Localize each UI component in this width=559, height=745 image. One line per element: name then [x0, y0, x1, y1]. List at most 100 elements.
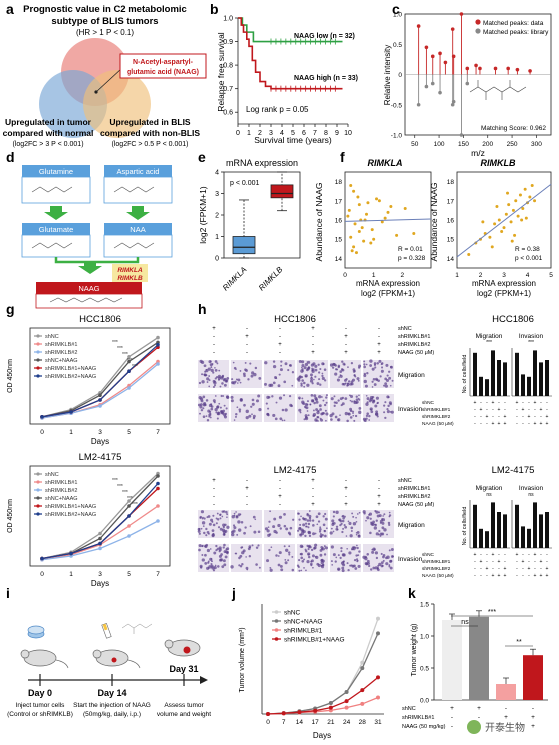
- h-cell-dot: [226, 550, 229, 554]
- c-peak-dot: [416, 24, 421, 28]
- h-bar-sign: -: [528, 421, 530, 427]
- b-xtick-label: 7: [313, 130, 317, 137]
- h-bar: [539, 514, 543, 548]
- g-ylabel-top: OD 450nm: [7, 359, 14, 393]
- h-bar-sig: ***: [486, 340, 492, 346]
- h-bar-sign: -: [546, 407, 548, 413]
- f-ytick-label: 14: [335, 256, 343, 263]
- h-cell-dot: [255, 563, 258, 566]
- b-legend-low: NAAG low (n = 32): [294, 33, 355, 40]
- h-cell-dot: [269, 510, 272, 513]
- h-cell-dot: [302, 530, 306, 534]
- h-bar-sign: -: [492, 414, 494, 420]
- h-cell-dot: [325, 527, 328, 530]
- h-cell-dot: [366, 553, 370, 556]
- k-row-sign: +: [531, 723, 535, 730]
- h-cell-dot: [340, 403, 343, 407]
- j-ylabel: Tumor volume (mm³): [239, 627, 246, 692]
- f-right-title: RIMKLB: [481, 158, 516, 168]
- j-xtick-label: 14: [296, 719, 304, 726]
- h-cell-dot: [378, 529, 381, 533]
- h-bar-sign: -: [516, 407, 518, 413]
- h-bar-sign: -: [516, 421, 518, 427]
- f-point: [412, 231, 416, 235]
- b-ytick-label: 0.6: [223, 110, 233, 117]
- h-bar: [491, 350, 495, 396]
- j-lines: [266, 616, 380, 716]
- h-bar-sign: -: [480, 566, 482, 572]
- h-cell-dot: [310, 377, 313, 380]
- h-cell-dot: [300, 556, 304, 560]
- h-bar-sign: -: [474, 559, 476, 565]
- h-cell-dot: [278, 396, 283, 400]
- h-cell-dot: [266, 529, 270, 533]
- f-point: [350, 249, 354, 253]
- i-day31-desc-1: Assess tumor: [164, 702, 204, 709]
- h-bar-sign: +: [474, 552, 477, 558]
- h-condition-sign: -: [246, 494, 248, 500]
- h-cell-dot: [300, 384, 303, 387]
- h-cell-dot: [237, 378, 241, 382]
- venn-title-2: subtype of BLIS tumors: [51, 16, 158, 27]
- f-point: [524, 216, 528, 220]
- h-cell-dot: [384, 416, 387, 420]
- d-box-aspartic: [104, 165, 172, 177]
- h-cell-dot: [342, 553, 346, 557]
- j-legend-dot: [274, 619, 279, 623]
- h-bar-sign: -: [480, 421, 482, 427]
- panel-e-boxplot: mRNA expression 0 1 2 3 4 log2 (FPKM+1) p < …: [198, 158, 301, 292]
- h-cell-dot: [307, 548, 310, 551]
- g-series-point: [98, 404, 102, 408]
- g-sig-label: ***: [122, 490, 128, 496]
- h-cell-dot: [341, 519, 345, 523]
- h-cell-dot: [358, 550, 361, 553]
- b-xtick-label: 3: [269, 130, 273, 137]
- h-cell-dot: [341, 515, 344, 518]
- g-series-point: [127, 369, 131, 374]
- h-cell-dot: [379, 535, 382, 537]
- h-cell-dot: [252, 414, 256, 418]
- h-cell-dot: [373, 548, 376, 551]
- h-cell-dot: [206, 419, 210, 422]
- h-cell-dot: [198, 544, 202, 548]
- h-cell-dot: [352, 414, 355, 417]
- g-bottom-title: LM2-4175: [79, 452, 122, 463]
- h-condition-sign: -: [345, 494, 347, 500]
- g-series-point: [127, 504, 131, 508]
- h-cell-dot: [389, 559, 393, 563]
- h-cell-dot: [369, 517, 372, 520]
- h-cell-dot: [222, 395, 225, 397]
- h-cell-dot: [324, 534, 327, 538]
- h-cell-dot: [204, 374, 207, 377]
- h-cell-dot: [368, 564, 371, 568]
- h-cell-dot: [388, 370, 391, 373]
- h-cell-dot: [344, 411, 349, 416]
- c-molecule-icon: [469, 80, 527, 100]
- h-cell-dot: [384, 384, 388, 388]
- g-legend-label: shRIMKLB#2+NAAG: [45, 512, 96, 518]
- h-cell-dot: [309, 379, 314, 383]
- h-cell-dot: [388, 549, 391, 552]
- h-cell-dot: [287, 368, 290, 372]
- h-cell-dot: [345, 378, 348, 381]
- h-condition-sign: -: [378, 334, 380, 340]
- f-point: [349, 183, 353, 187]
- h-image-row-label: Migration: [398, 372, 425, 379]
- f-point: [354, 251, 358, 255]
- h-cell-dot: [233, 514, 236, 517]
- h-condition-sign: +: [311, 350, 315, 356]
- h-cell-dot: [346, 547, 349, 550]
- j-series-point: [328, 705, 333, 710]
- g-series-point: [127, 524, 131, 528]
- c-ytick-label: 0: [398, 72, 402, 79]
- h-cell-dot: [310, 564, 313, 567]
- h-cell-dot: [211, 529, 215, 532]
- h-bottom-title: LM2-4175: [274, 465, 317, 476]
- h-cell-dot: [307, 553, 310, 556]
- h-bar-sig: ***: [528, 340, 534, 346]
- h-cell-dot: [284, 561, 288, 565]
- h-cell-dot: [386, 533, 388, 536]
- h-cell-dot: [210, 518, 214, 522]
- h-cell-dot: [287, 559, 290, 562]
- b-ytick-label: 0.7: [223, 86, 233, 93]
